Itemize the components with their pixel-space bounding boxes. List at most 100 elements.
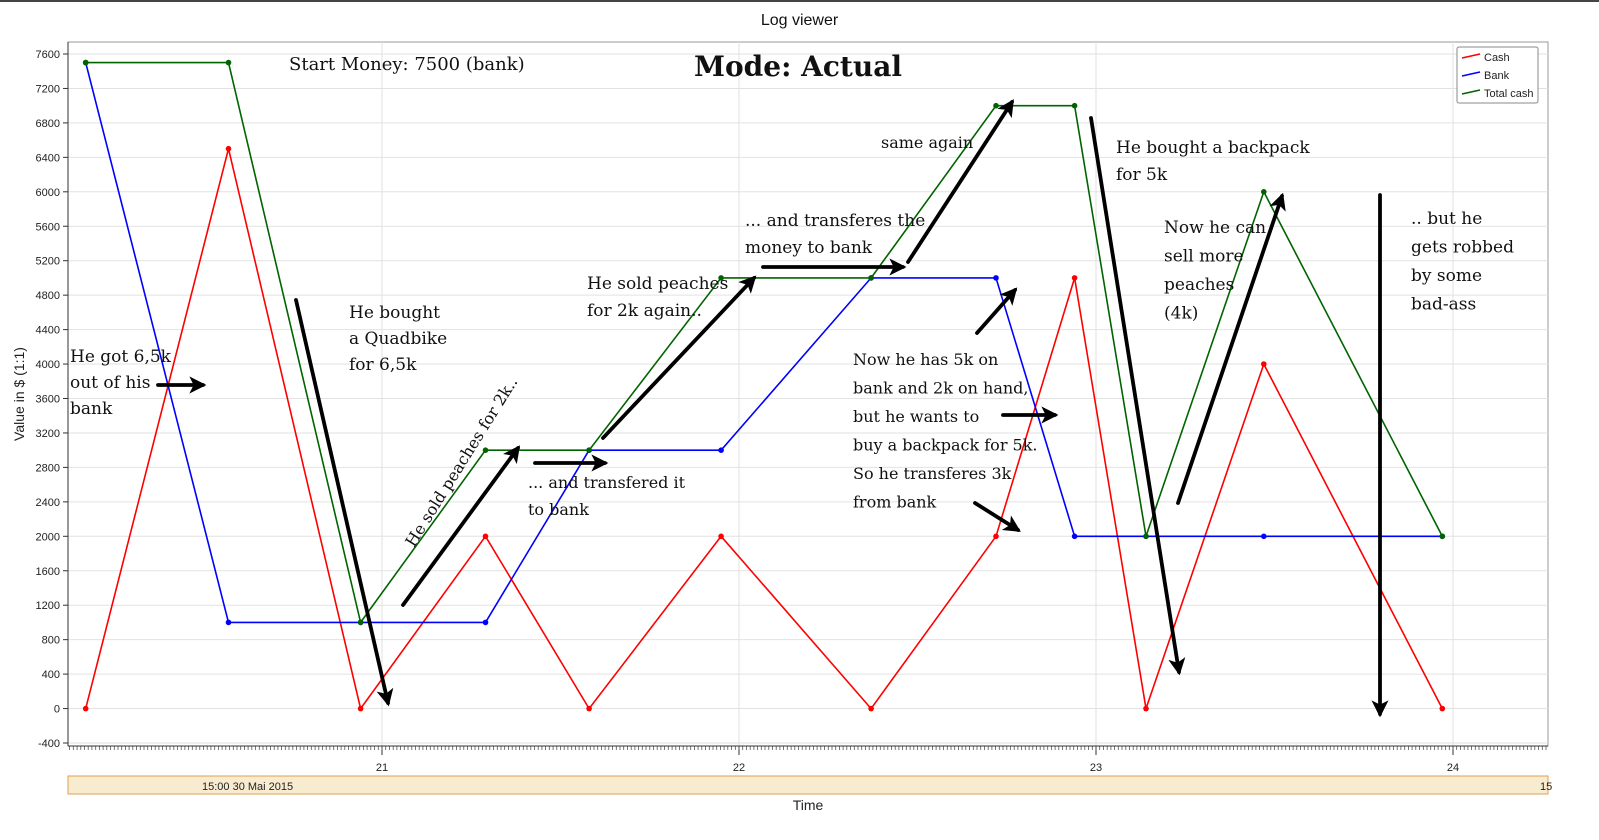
y-tick-label: 0 [54,704,60,716]
data-point [993,102,999,109]
annotation-sold-peaches-again: for 2k again.. [587,301,702,321]
annotation-now-5k-on-bank: So he transferes 3k [853,464,1012,483]
y-tick-label: 5200 [36,256,60,268]
y-tick-label: 6000 [36,187,60,199]
annotation-sell-more-peaches: peaches [1164,275,1234,295]
data-point [1261,361,1267,367]
data-point [1071,275,1078,281]
series-line-cash [84,148,1444,711]
y-tick-label: 2000 [36,531,60,543]
annotation-arrow [975,287,1018,335]
data-point [1439,533,1446,540]
y-tick-label: 3200 [36,428,60,440]
legend-entry: Bank [1484,70,1510,82]
annotation-mode: Mode: Actual [694,50,902,83]
y-tick-label: 6800 [36,118,60,130]
annotation-sell-more-peaches: (4k) [1164,304,1198,324]
data-point [482,619,489,626]
y-tick-label: 7200 [36,83,60,95]
annotation-got-65k: bank [70,399,113,419]
y-tick-label: 4800 [36,290,60,302]
x-axis-title: Time [793,797,824,813]
annotation-bought-quadbike: for 6,5k [349,355,417,375]
y-tick-label: 800 [42,635,60,647]
y-axis-title: Value in $ (1:1) [11,347,27,441]
legend-swatch-cash [1461,53,1481,59]
y-tick-label: 6400 [36,152,60,164]
annotation-got-65k: He got 6,5k [70,347,172,367]
annotation-now-5k-on-bank: bank and 2k on hand, [853,379,1029,398]
annotation-arrow [973,501,1021,532]
annotation-arrow [294,298,394,707]
annotation-sell-more-peaches: sell more [1164,247,1244,267]
annotation-bought-backpack: He bought a backpack [1116,138,1310,158]
annotation-transferes-money: money to bank [745,238,873,258]
y-tick-label: -400 [38,738,60,750]
annotation-transfered-to-bank: ... and transfered it [528,473,686,492]
data-point [1261,189,1267,195]
annotation-now-5k-on-bank: but he wants to [853,407,979,426]
legend-swatch-total-cash [1461,89,1481,95]
legend-swatch-bank [1461,71,1481,77]
data-point [1261,533,1267,540]
series-line-bank [84,62,1443,624]
annotation-now-5k-on-bank: Now he has 5k on [853,350,998,369]
legend-box [1456,46,1539,104]
annotation-robbed: bad-ass [1411,295,1476,315]
annotation-transferes-money: ... and transferes the [745,211,925,231]
data-point [993,275,999,281]
window-title: Log viewer [760,12,839,29]
annotation-arrow [906,99,1014,264]
x-tick-label: 22 [733,762,745,774]
data-point [1439,705,1446,712]
annotation-robbed: gets robbed [1411,238,1514,258]
y-tick-label: 3600 [36,394,60,406]
y-tick-label: 1600 [36,566,60,578]
data-point [586,447,592,454]
data-point [225,59,232,66]
annotation-now-5k-on-bank: buy a backpack for 5k. [853,436,1038,455]
date-band [67,775,1549,795]
annotation-arrow [601,275,757,440]
data-point [225,145,232,152]
date-band-left: 15:00 30 Mai 2015 [202,781,293,793]
data-point [82,705,89,712]
annotation-got-65k: out of his [70,373,150,393]
data-point [482,447,489,454]
data-point [357,705,364,712]
data-point [718,533,724,540]
data-point [482,533,489,540]
y-tick-label: 4000 [36,359,60,371]
annotation-robbed: by some [1411,266,1482,286]
annotation-arrow [401,445,521,607]
data-point [718,447,724,454]
y-tick-label: 5600 [36,221,60,233]
data-point [868,275,874,281]
annotation-bought-backpack: for 5k [1116,165,1168,185]
y-tick-label: 2400 [36,497,60,509]
y-tick-label: 400 [42,669,60,681]
legend-entry: Cash [1484,52,1510,64]
y-tick-label: 1200 [36,600,60,612]
annotation-transfered-to-bank: to bank [528,500,589,519]
annotation-start-money: Start Money: 7500 (bank) [289,54,525,75]
data-point [225,619,232,626]
annotation-bought-quadbike: a Quadbike [349,329,447,349]
data-point [993,533,999,540]
annotation-robbed: .. but he [1411,209,1482,229]
data-point [1143,705,1149,712]
annotation-now-5k-on-bank: from bank [853,493,937,512]
data-point [1071,102,1078,109]
annotation-sold-peaches-again: He sold peaches [587,274,728,294]
data-point [586,705,592,712]
x-tick-label: 23 [1090,762,1102,774]
window-top-border [0,0,1599,2]
date-band-right: 15 [1540,781,1552,793]
legend-entry: Total cash [1484,88,1534,100]
data-point [1071,533,1078,540]
data-point [1143,533,1149,540]
x-tick-label: 21 [376,762,388,774]
data-point [718,275,724,281]
annotation-arrow [1176,192,1286,505]
